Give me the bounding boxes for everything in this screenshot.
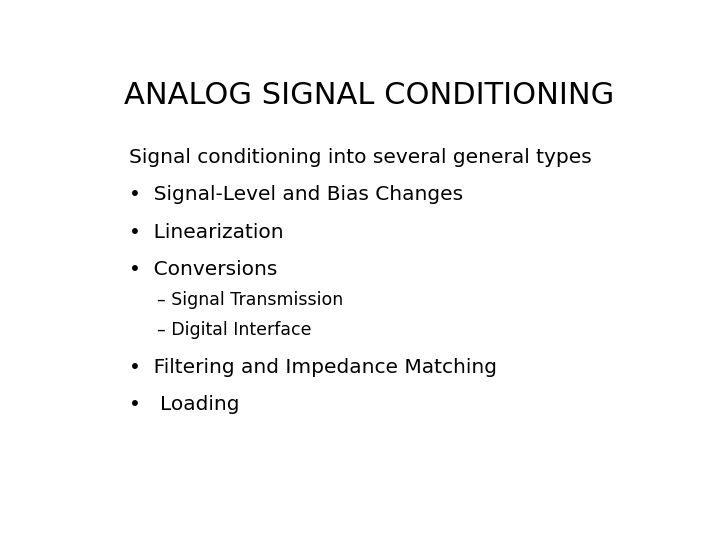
Text: – Signal Transmission: – Signal Transmission	[157, 292, 343, 309]
Text: ANALOG SIGNAL CONDITIONING: ANALOG SIGNAL CONDITIONING	[124, 82, 614, 111]
Text: •  Signal-Level and Bias Changes: • Signal-Level and Bias Changes	[129, 185, 463, 204]
Text: – Digital Interface: – Digital Interface	[157, 321, 312, 339]
Text: •  Linearization: • Linearization	[129, 223, 284, 242]
Text: Signal conditioning into several general types: Signal conditioning into several general…	[129, 148, 592, 167]
Text: •   Loading: • Loading	[129, 395, 240, 414]
Text: •  Filtering and Impedance Matching: • Filtering and Impedance Matching	[129, 358, 497, 377]
Text: •  Conversions: • Conversions	[129, 260, 277, 279]
